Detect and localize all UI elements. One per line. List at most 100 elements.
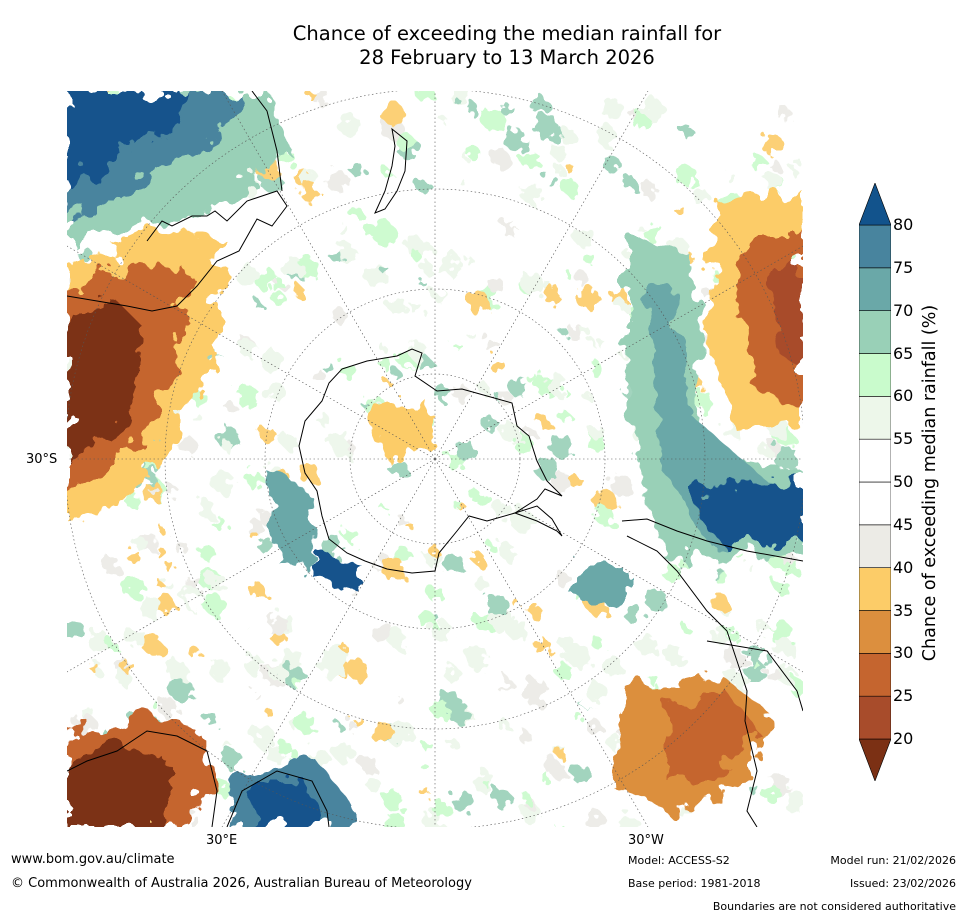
rainfall-speckle bbox=[419, 324, 437, 342]
rainfall-speckle bbox=[452, 791, 475, 814]
africa-coast bbox=[67, 190, 288, 312]
rainfall-speckle bbox=[407, 523, 414, 530]
rainfall-speckle bbox=[381, 346, 389, 354]
colorbar-band bbox=[859, 310, 891, 354]
rainfall-speckle bbox=[479, 384, 491, 396]
rainfall-speckle bbox=[330, 250, 342, 263]
rainfall-speckle bbox=[258, 537, 274, 554]
rainfall-speckle bbox=[337, 224, 348, 235]
colorbar-band bbox=[859, 396, 891, 440]
rainfall-speckle bbox=[489, 735, 504, 750]
rainfall-speckle bbox=[592, 638, 605, 650]
footer-website[interactable]: www.bom.gov.au/climate bbox=[11, 852, 175, 867]
coastlines bbox=[67, 91, 803, 827]
rainfall-speckle bbox=[524, 427, 537, 440]
rainfall-speckle bbox=[721, 143, 737, 159]
rainfall-speckle bbox=[203, 593, 225, 615]
rainfall-speckle bbox=[724, 668, 739, 683]
rainfall-speckle bbox=[325, 169, 348, 192]
rainfall-speckle bbox=[524, 676, 546, 698]
rainfall-speckle bbox=[778, 107, 792, 122]
rainfall-speckle bbox=[248, 619, 272, 643]
rainfall-speckle bbox=[453, 97, 461, 105]
rainfall-speckle bbox=[273, 632, 288, 647]
rainfall-speckle bbox=[618, 813, 638, 827]
rainfall-speckle bbox=[647, 674, 659, 685]
rainfall-speckle bbox=[210, 469, 233, 493]
rainfall-speckle bbox=[191, 412, 201, 422]
colorbar-band bbox=[859, 353, 891, 397]
rainfall-speckle bbox=[691, 187, 708, 204]
rainfall-speckle bbox=[585, 717, 601, 734]
rainfall-speckle bbox=[267, 463, 280, 476]
rainfall-speckle bbox=[421, 788, 432, 799]
rainfall-speckle bbox=[509, 218, 520, 229]
rainfall-speckle bbox=[151, 701, 160, 709]
colorbar-band bbox=[859, 438, 891, 483]
rainfall-speckle bbox=[575, 271, 589, 285]
rainfall-speckle bbox=[435, 802, 452, 820]
colorbar-tick-label: 20 bbox=[893, 729, 914, 748]
rainfall-speckle bbox=[396, 133, 415, 152]
rainfall-speckle bbox=[381, 102, 405, 126]
rainfall-speckle bbox=[236, 264, 258, 287]
rainfall-speckle bbox=[733, 636, 741, 643]
rainfall-speckle bbox=[539, 771, 549, 782]
rainfall-speckle bbox=[789, 678, 803, 697]
rainfall-speckle bbox=[483, 417, 499, 433]
rainfall-speckle bbox=[581, 327, 591, 336]
rainfall-speckle bbox=[474, 577, 488, 591]
rainfall-speckle bbox=[245, 517, 263, 535]
colorbar-tick-label: 70 bbox=[893, 300, 914, 320]
rainfall-speckle bbox=[187, 575, 202, 591]
lon-label-30e: 30°E bbox=[206, 833, 238, 848]
rainfall-speckle bbox=[244, 655, 265, 676]
map-title: Chance of exceeding the median rainfall … bbox=[0, 22, 965, 70]
rainfall-speckle bbox=[210, 659, 232, 682]
rainfall-speckle bbox=[520, 271, 543, 294]
rainfall-speckle bbox=[789, 166, 799, 176]
rainfall-speckle bbox=[367, 779, 382, 793]
rainfall-speckle bbox=[529, 94, 547, 112]
rainfall-speckle bbox=[490, 309, 513, 333]
footer-copyright: © Commonwealth of Australia 2026, Austra… bbox=[11, 876, 472, 891]
rainfall-speckle bbox=[444, 554, 465, 575]
rainfall-speckle bbox=[610, 475, 633, 498]
rainfall-speckle bbox=[556, 663, 573, 681]
rainfall-speckle bbox=[636, 635, 658, 656]
rainfall-speckle bbox=[331, 438, 351, 458]
rainfall-speckle bbox=[392, 739, 401, 748]
rainfall-speckle bbox=[422, 740, 433, 751]
colorbar-band bbox=[859, 267, 891, 311]
colorbar-tick-label: 65 bbox=[893, 343, 914, 363]
rainfall-speckle bbox=[545, 373, 566, 394]
rainfall-speckle bbox=[102, 557, 122, 576]
rainfall-speckle bbox=[385, 380, 392, 387]
rainfall-speckle bbox=[582, 391, 593, 401]
rainfall-speckle bbox=[252, 691, 261, 700]
rainfall-speckle bbox=[774, 446, 799, 470]
rainfall-speckle bbox=[522, 793, 533, 804]
rainfall-speckle bbox=[265, 709, 274, 717]
rainfall-speckle bbox=[558, 474, 572, 488]
rainfall-speckle bbox=[603, 155, 621, 173]
footer-issued: Issued: 23/02/2026 bbox=[849, 877, 956, 890]
rainfall-speckle bbox=[643, 224, 660, 241]
colorbar-over-triangle bbox=[859, 183, 891, 226]
rainfall-speckle bbox=[521, 183, 543, 205]
colorbar-band bbox=[859, 653, 891, 697]
rainfall-speckle bbox=[67, 619, 84, 641]
rainfall-speckle bbox=[247, 581, 264, 598]
rainfall-speckle bbox=[744, 561, 751, 569]
rainfall-speckle bbox=[297, 256, 318, 278]
rainfall-speckle bbox=[343, 528, 358, 543]
rainfall-speckle bbox=[333, 742, 354, 763]
rainfall-speckle bbox=[655, 226, 663, 234]
rainfall-speckle bbox=[78, 248, 94, 263]
rainfall-speckle bbox=[312, 91, 330, 106]
rainfall-speckle bbox=[574, 226, 596, 248]
rainfall-speckle bbox=[416, 179, 431, 194]
rainfall-speckle bbox=[546, 175, 558, 187]
rainfall-speckle bbox=[457, 177, 464, 184]
rainfall-speckle bbox=[513, 94, 533, 114]
